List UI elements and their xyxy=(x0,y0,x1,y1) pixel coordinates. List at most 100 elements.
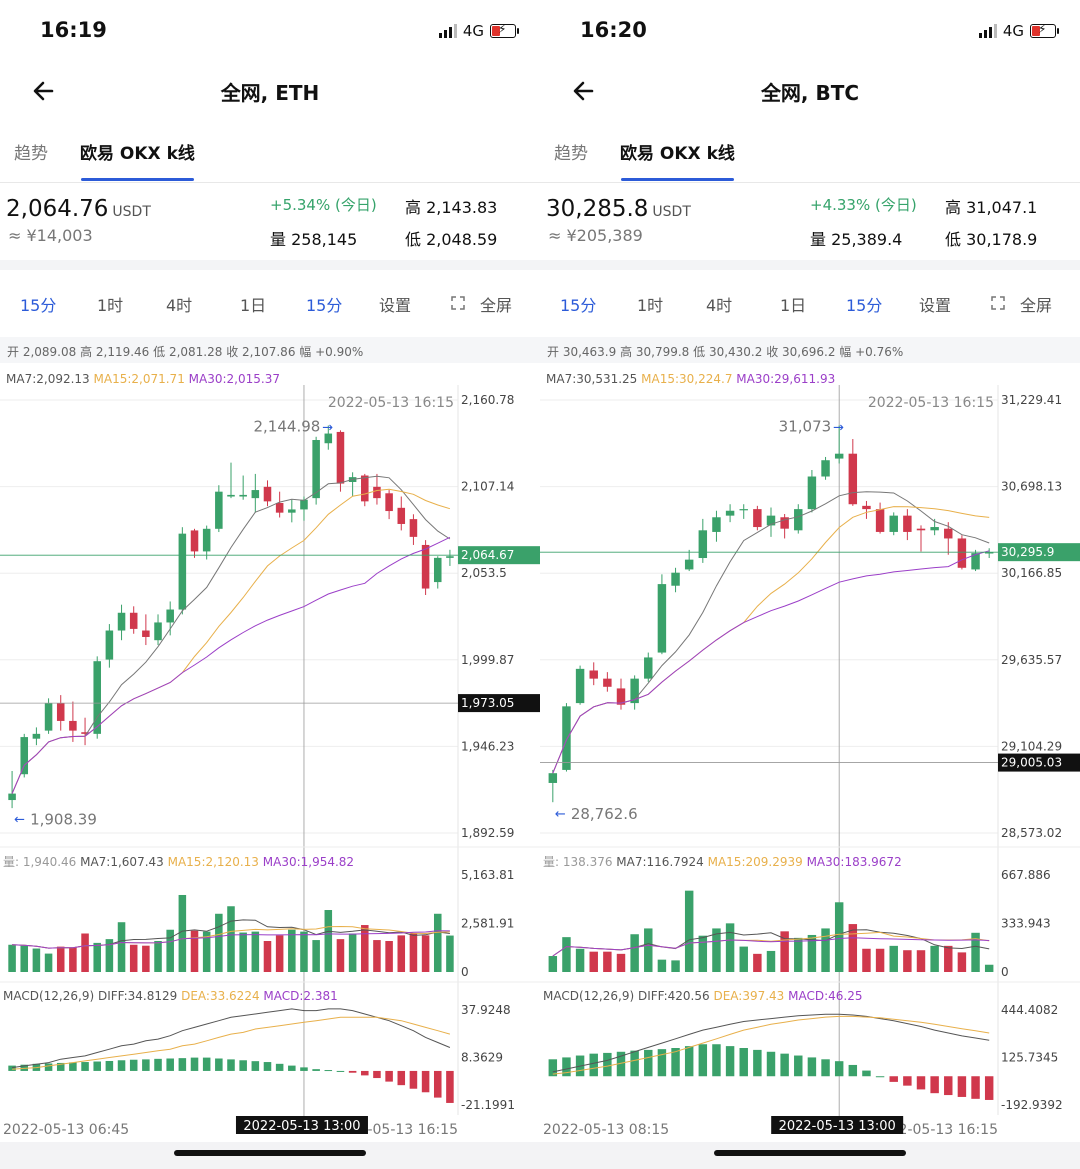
last-price-tag-bg xyxy=(458,546,540,565)
volume-bar xyxy=(348,933,357,972)
candle xyxy=(56,703,65,721)
candle xyxy=(81,732,89,734)
macd-dea-line xyxy=(552,1015,990,1075)
volume-bar xyxy=(288,929,296,972)
candle xyxy=(336,431,345,484)
macd-histogram-bar xyxy=(712,1044,721,1077)
candle xyxy=(834,453,844,459)
macd-legend-item: MACD:2.381 xyxy=(260,989,338,1003)
candle xyxy=(239,494,247,497)
price-cny: ≈ ¥14,003 xyxy=(8,226,93,245)
volume-bar xyxy=(446,935,454,972)
volume-bar xyxy=(166,929,174,972)
macd-histogram-bar xyxy=(603,1052,612,1077)
volume-bar xyxy=(807,934,817,972)
price-value: 2,064.76 xyxy=(6,196,109,222)
x-label-end: 2022-05-13 16:15 xyxy=(872,1122,998,1138)
ma15-line xyxy=(11,488,451,794)
ohlc-text: 开 2,089.08 高 2,119.46 低 2,081.28 收 2,107… xyxy=(7,345,364,359)
volume-tick-label: 667.886 xyxy=(1001,868,1051,882)
fullscreen-button[interactable]: 全屏 xyxy=(1020,296,1053,315)
volume-bar xyxy=(753,953,762,972)
section-gap xyxy=(0,260,540,270)
volume-legend-item: MA30:1,954.82 xyxy=(259,855,354,869)
candle xyxy=(971,553,980,570)
ohlc-text: 开 30,463.9 高 30,799.8 低 30,430.2 收 30,69… xyxy=(547,345,904,359)
back-arrow-icon[interactable] xyxy=(568,74,602,108)
last-price-tag-bg xyxy=(998,543,1080,562)
kline-chart[interactable]: 2,160.78 2,107.14 2,053.5 1,999.87 1,946.23 1… xyxy=(0,385,540,1145)
settings-button[interactable]: 设置 xyxy=(379,296,412,315)
volume-bar xyxy=(562,937,571,972)
kline-chart[interactable]: 31,229.41 30,698.13 30,166.85 29,635.57 29,1… xyxy=(540,385,1080,1145)
candle xyxy=(202,528,211,552)
fullscreen-icon[interactable] xyxy=(990,295,1006,311)
fullscreen-button[interactable]: 全屏 xyxy=(480,296,513,315)
y-tick-label: 30,698.13 xyxy=(1001,480,1062,494)
tab-divider xyxy=(0,182,540,183)
volume-bar xyxy=(971,932,980,972)
crosshair-time-tag-bg xyxy=(771,1116,904,1134)
period-4h[interactable]: 4时 xyxy=(706,296,733,315)
volume-legend: 量: 138.376 MA7:116.7924 MA15:209.2939 MA… xyxy=(543,855,902,869)
macd-histogram-bar xyxy=(446,1070,454,1103)
volume-bar xyxy=(657,959,667,972)
volume-bar xyxy=(44,953,53,972)
candle xyxy=(300,499,308,510)
daily-volume: 量 25,389.4 xyxy=(810,230,903,249)
macd-histogram-bar xyxy=(957,1076,967,1097)
volume-bar xyxy=(644,928,653,972)
price-unit: USDT xyxy=(652,204,691,220)
tab-trend[interactable]: 趋势 xyxy=(14,144,48,164)
macd-histogram-bar xyxy=(397,1070,406,1086)
volume-tick-label: 2,581.91 xyxy=(461,917,514,931)
period-4h[interactable]: 4时 xyxy=(166,296,193,315)
tab-trend[interactable]: 趋势 xyxy=(554,144,588,164)
fullscreen-icon[interactable] xyxy=(450,295,466,311)
tab-okx-kline[interactable]: 欧易 OKX k线 xyxy=(80,144,195,164)
macd-dea-line xyxy=(12,1016,451,1070)
candle xyxy=(263,486,272,502)
settings-button[interactable]: 设置 xyxy=(919,296,952,315)
crosshair-price-tag-bg xyxy=(998,753,1080,772)
macd-diff-line xyxy=(12,1008,451,1069)
period-1d[interactable]: 1日 xyxy=(780,296,807,315)
ma-legend: MA7:30,531.25 MA15:30,224.7 MA30:29,611.… xyxy=(546,372,835,386)
y-tick-label: 1,892.59 xyxy=(461,826,514,840)
volume-bar xyxy=(361,925,369,972)
volume-bar xyxy=(421,935,430,972)
volume-bar xyxy=(178,894,187,972)
macd-tick-label: -21.1991 xyxy=(461,1098,515,1112)
daily-change: +4.33% (今日) xyxy=(810,196,917,214)
back-arrow-icon[interactable] xyxy=(28,74,62,108)
volume-tick-label: 333.943 xyxy=(1001,917,1051,931)
macd-histogram-bar xyxy=(154,1058,162,1071)
home-indicator xyxy=(174,1150,366,1156)
macd-histogram-bar xyxy=(930,1076,939,1094)
period-15m[interactable]: 15分 xyxy=(20,296,57,315)
period-selected-15m[interactable]: 15分 xyxy=(306,296,343,315)
signal-icon xyxy=(978,24,997,38)
network-label: 4G xyxy=(462,22,484,40)
volume-bar xyxy=(739,946,748,972)
candle xyxy=(117,612,126,631)
period-selected-15m[interactable]: 15分 xyxy=(846,296,883,315)
x-label-start: 2022-05-13 08:15 xyxy=(543,1122,669,1138)
macd-histogram-bar xyxy=(385,1070,393,1082)
macd-histogram-bar xyxy=(81,1062,89,1071)
volume-bar xyxy=(324,910,333,972)
candle xyxy=(385,493,393,512)
candle xyxy=(984,552,994,554)
macd-legend-item: DIFF:34.8129 xyxy=(94,989,177,1003)
volume-legend-item: MA15:209.2939 xyxy=(704,855,803,869)
period-1h[interactable]: 1时 xyxy=(637,296,664,315)
volume-bar xyxy=(275,935,284,972)
candle xyxy=(312,440,320,499)
tab-okx-kline[interactable]: 欧易 OKX k线 xyxy=(620,144,735,164)
page-title: 全网, ETH xyxy=(220,81,320,105)
period-1d[interactable]: 1日 xyxy=(240,296,267,315)
period-1h[interactable]: 1时 xyxy=(97,296,124,315)
candle xyxy=(421,544,430,589)
period-15m[interactable]: 15分 xyxy=(560,296,597,315)
candle xyxy=(684,559,694,570)
